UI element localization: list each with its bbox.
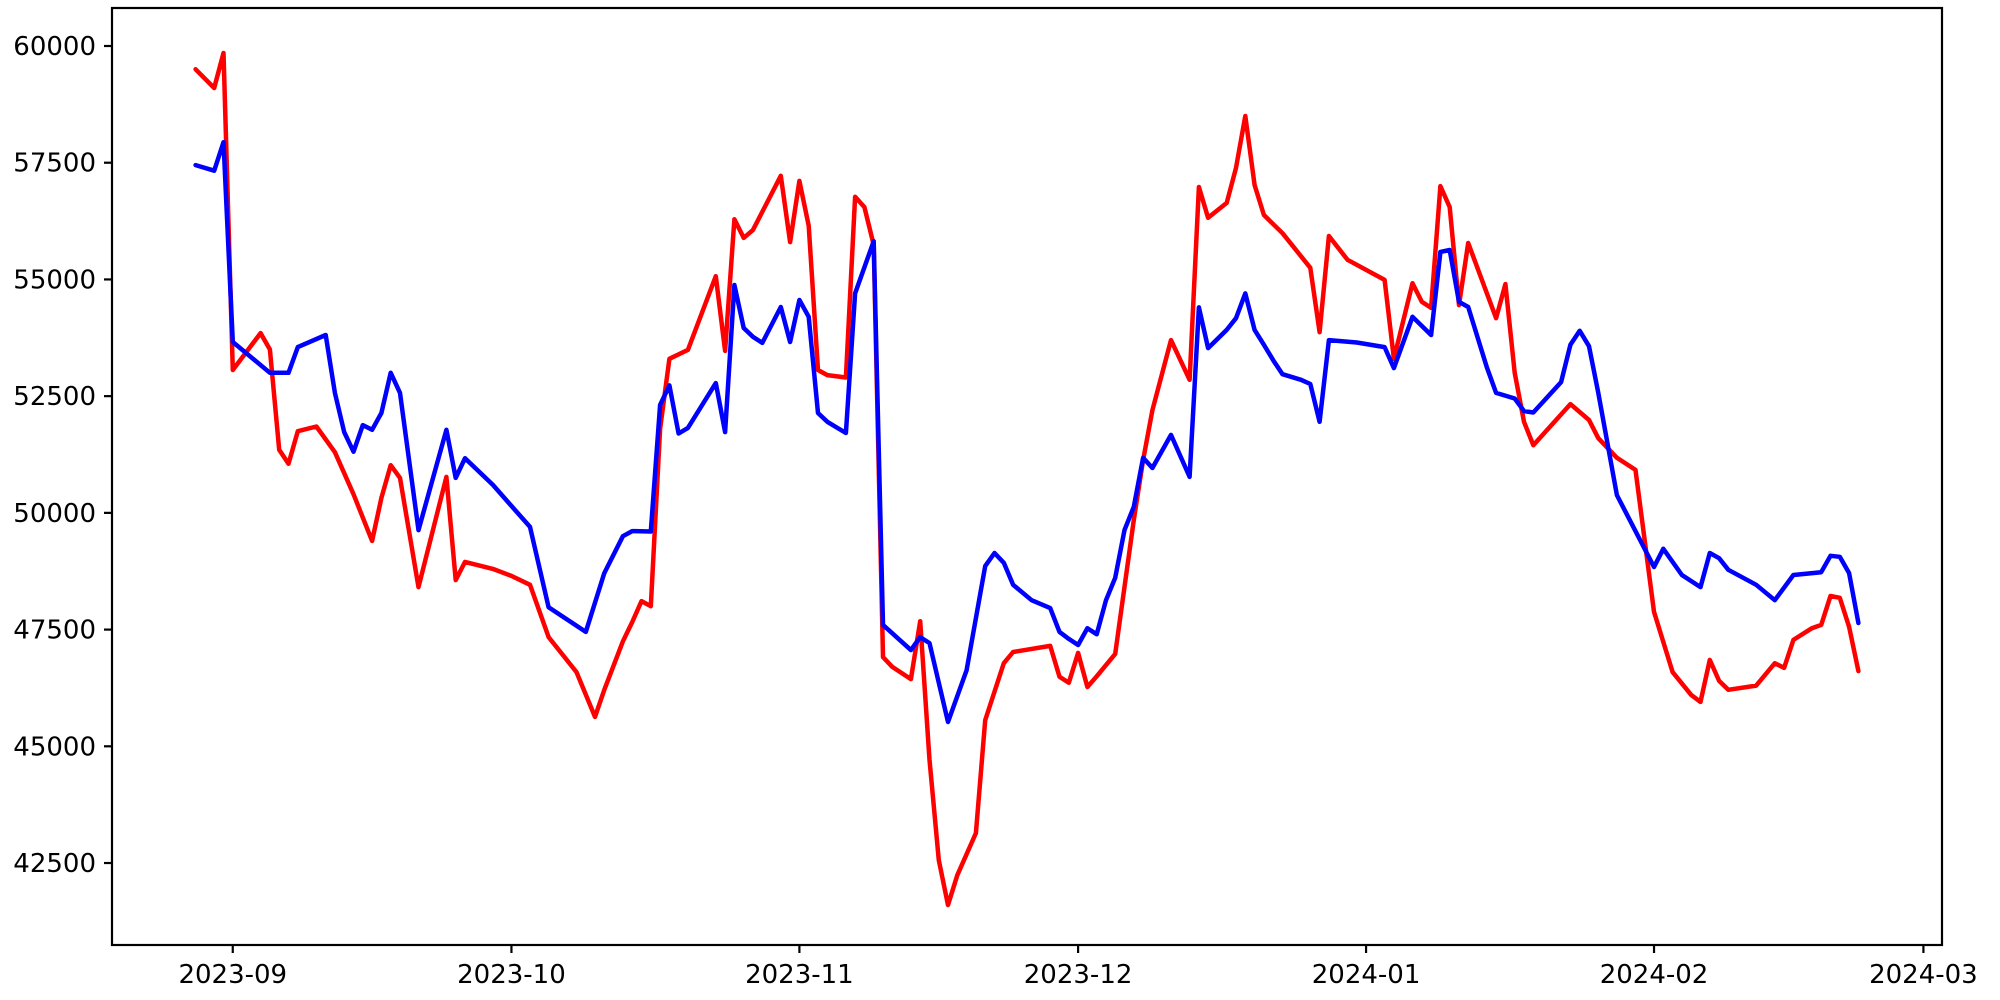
- y-tick-label: 52500: [13, 382, 96, 412]
- series-blue-line: [193, 139, 1861, 725]
- x-tick-label: 2023-11: [745, 960, 854, 990]
- x-tick-label: 2023-09: [178, 960, 287, 990]
- series-red-line: [193, 50, 1861, 908]
- x-tick-label: 2023-12: [1024, 960, 1133, 990]
- y-tick-label: 42500: [13, 849, 96, 879]
- x-tick-label: 2024-01: [1312, 960, 1421, 990]
- x-tick-label: 2024-02: [1600, 960, 1709, 990]
- y-tick-label: 50000: [13, 499, 96, 529]
- y-tick-label: 55000: [13, 265, 96, 295]
- plot-frame: [110, 6, 1944, 947]
- y-tick-label: 45000: [13, 732, 96, 762]
- y-tick-label: 47500: [13, 616, 96, 646]
- y-tick-label: 57500: [13, 149, 96, 179]
- x-tick-label: 2023-10: [457, 960, 566, 990]
- y-tick-label: 60000: [13, 32, 96, 62]
- x-tick-label: 2024-03: [1869, 960, 1978, 990]
